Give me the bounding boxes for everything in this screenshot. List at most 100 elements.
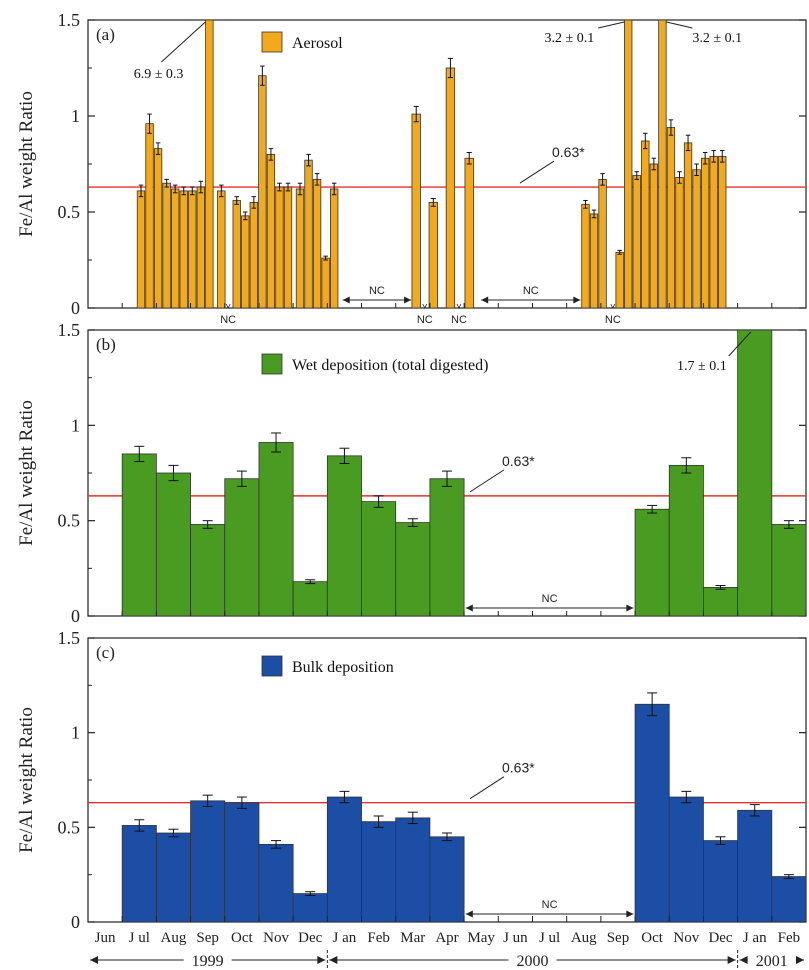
bar: [312, 178, 322, 309]
legend-label: Aerosol: [292, 35, 343, 52]
nc-arrow-right: [573, 296, 581, 304]
bar: [737, 809, 773, 923]
y-tick-label: 0.5: [58, 511, 81, 531]
x-tick-label: J an: [743, 930, 767, 946]
legend-swatch: [261, 655, 283, 677]
bar: [121, 825, 157, 923]
off-scale-leader: [161, 21, 206, 63]
bar: [224, 478, 260, 617]
bar: [709, 155, 718, 309]
bar: [188, 190, 197, 309]
bar: [283, 186, 293, 309]
y-tick-label: 0.5: [58, 202, 81, 222]
x-tick-label: Dec: [708, 930, 732, 946]
y-tick-label: 1: [71, 723, 80, 743]
x-tick-label: J un: [503, 930, 528, 946]
reference-leader: [519, 160, 555, 184]
y-tick-label: 0: [71, 606, 80, 626]
bar: [121, 453, 157, 617]
x-tick-label: J an: [333, 930, 357, 946]
year-arrow-left: [90, 956, 98, 964]
y-tick-label: 1.5: [58, 320, 81, 340]
bar: [249, 201, 258, 309]
bar: [668, 464, 704, 617]
y-tick-label: 0: [71, 912, 80, 932]
x-tick-label: J ul: [539, 930, 560, 946]
year-label: 2000: [516, 953, 548, 970]
legend-swatch: [261, 31, 283, 53]
bar: [145, 123, 154, 309]
y-tick-label: 1.5: [58, 628, 81, 648]
bar: [232, 200, 241, 309]
panel-1: 0 0.5 1 1.5 Fe/Al weight Ratio (b) 0.63* 1.7 ± …: [16, 320, 807, 626]
bar: [411, 113, 421, 309]
bar: [675, 177, 684, 309]
bar: [666, 127, 676, 309]
bar: [224, 802, 260, 923]
x-tick-label: Jun: [95, 930, 116, 946]
bar: [429, 478, 465, 617]
nc-arrow-right: [626, 604, 634, 612]
bar: [692, 169, 701, 309]
legend-label: Bulk deposition: [292, 659, 394, 676]
nc-mark-arrow: [225, 303, 231, 309]
bar: [266, 153, 276, 309]
nc-arrow-left: [465, 604, 473, 612]
nc-arrow-left: [481, 296, 489, 304]
bar: [718, 155, 727, 309]
x-tick-label: Sep: [196, 930, 219, 946]
x-tick-label: Aug: [571, 930, 597, 946]
off-scale-label: 1.7 ± 0.1: [677, 359, 727, 374]
year-label: 2001: [756, 953, 788, 970]
x-tick-label: Feb: [367, 930, 390, 946]
bar: [155, 832, 191, 923]
bar: [641, 140, 650, 309]
year-label: 1999: [192, 953, 224, 970]
bar: [179, 190, 188, 309]
year-arrow-left: [739, 956, 748, 964]
year-label-bg: [183, 950, 232, 970]
bar: [464, 157, 474, 309]
bar: [700, 157, 710, 309]
bar: [429, 836, 465, 923]
x-tick-label: Nov: [263, 930, 289, 946]
nc-span-label: NC: [542, 593, 558, 605]
off-scale-leader: [728, 331, 752, 357]
bar: [330, 188, 339, 309]
nc-mark-label: NC: [605, 314, 621, 326]
y-axis-label: Fe/Al weight Ratio: [16, 91, 37, 237]
bar: [428, 201, 438, 309]
x-tick-label: Mar: [400, 930, 425, 946]
bar: [581, 203, 590, 309]
off-scale-label: 3.2 ± 0.1: [692, 31, 742, 46]
nc-mark-arrow: [456, 303, 462, 309]
bar: [304, 159, 313, 309]
bar: [136, 190, 146, 309]
y-axis-label: Fe/Al weight Ratio: [16, 400, 37, 546]
bar: [683, 142, 693, 309]
bar: [634, 508, 670, 617]
nc-span-label: NC: [542, 899, 558, 911]
bar: [624, 19, 633, 309]
bar: [196, 186, 205, 309]
nc-mark-arrow: [422, 303, 428, 309]
year-label-bg: [747, 950, 796, 970]
x-tick-label: Aug: [161, 930, 187, 946]
bar: [632, 175, 641, 309]
reference-line-label: 0.63*: [502, 453, 535, 469]
reference-line-label: 0.63*: [502, 760, 535, 776]
bar: [615, 251, 624, 309]
bar: [326, 455, 362, 617]
bar: [326, 796, 362, 923]
bar: [295, 188, 305, 309]
off-scale-leader: [666, 21, 693, 29]
bar: [771, 876, 807, 923]
y-tick-label: 0.5: [58, 817, 81, 837]
bar: [737, 329, 773, 617]
x-tick-label: J ul: [129, 930, 150, 946]
bar: [162, 182, 171, 309]
panel-0: 0 0.5 1 1.5 Fe/Al weight Ratio (a) 0.63* 6.9 ± …: [16, 10, 807, 326]
off-scale-leader: [598, 21, 625, 29]
bar: [598, 178, 607, 309]
